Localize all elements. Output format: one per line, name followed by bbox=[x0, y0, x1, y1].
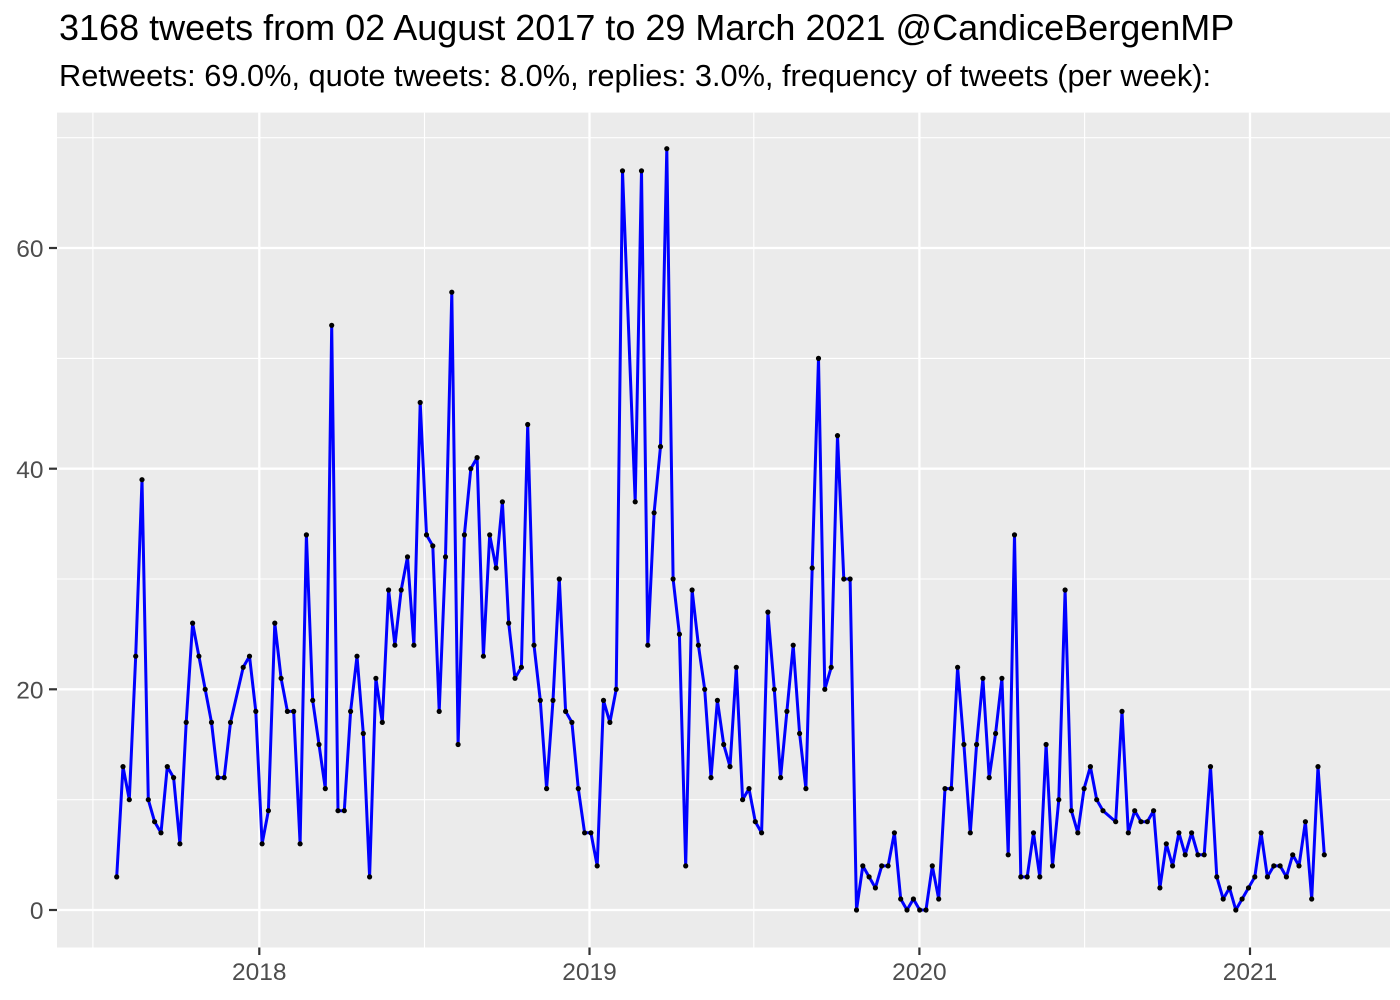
svg-text:Retweets: 69.0%, quote tweets:: Retweets: 69.0%, quote tweets: 8.0%, rep… bbox=[59, 58, 1211, 93]
svg-text:2021: 2021 bbox=[1223, 959, 1278, 986]
svg-text:40: 40 bbox=[16, 457, 43, 484]
svg-text:60: 60 bbox=[16, 236, 43, 263]
svg-text:0: 0 bbox=[30, 898, 44, 925]
svg-text:2019: 2019 bbox=[562, 959, 617, 986]
svg-text:2018: 2018 bbox=[232, 959, 287, 986]
svg-text:3168 tweets from 02 August 201: 3168 tweets from 02 August 2017 to 29 Ma… bbox=[59, 7, 1234, 48]
svg-text:20: 20 bbox=[16, 677, 43, 704]
svg-text:2020: 2020 bbox=[892, 959, 947, 986]
